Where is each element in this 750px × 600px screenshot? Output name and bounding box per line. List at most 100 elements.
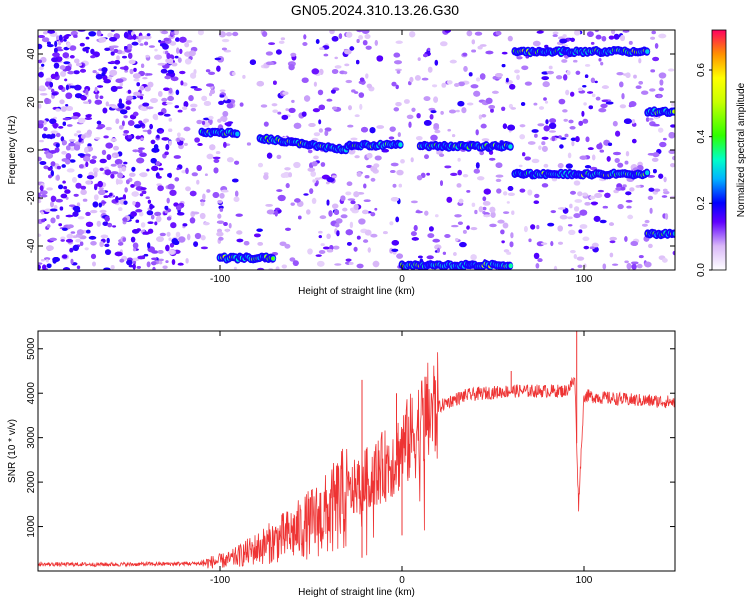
heatmap-speckle xyxy=(77,173,83,179)
heatmap-speckle xyxy=(60,239,65,242)
heatmap-speckle xyxy=(663,176,667,183)
heatmap-speckle xyxy=(107,222,113,228)
heatmap-speckle xyxy=(69,147,76,151)
heatmap-speckle xyxy=(331,36,339,42)
heatmap-speckle xyxy=(128,264,134,268)
snr-y-tick-label: 3000 xyxy=(26,426,37,449)
heatmap-speckle xyxy=(383,231,388,235)
heatmap-speckle xyxy=(66,42,71,49)
heatmap-speckle xyxy=(190,72,197,79)
heatmap-speckle xyxy=(391,81,397,87)
heatmap-speckle xyxy=(631,263,637,270)
heatmap-speckle xyxy=(573,59,578,63)
heatmap-speckle xyxy=(569,126,576,130)
heatmap-speckle xyxy=(595,96,601,101)
heatmap-speckle xyxy=(617,204,624,210)
heatmap-speckle xyxy=(490,108,494,113)
heatmap-speckle xyxy=(38,192,41,198)
heatmap-speckle xyxy=(567,152,572,159)
heatmap-speckle xyxy=(475,129,479,136)
heatmap-speckle xyxy=(533,102,538,106)
heatmap-speckle xyxy=(243,241,250,246)
heatmap-speckle xyxy=(80,189,87,195)
heatmap-speckle xyxy=(116,55,120,61)
heatmap-speckle xyxy=(223,141,227,148)
heatmap-speckle xyxy=(85,211,91,216)
heatmap-speckle xyxy=(62,117,71,121)
heatmap-speckle xyxy=(308,123,316,127)
heatmap-speckle xyxy=(427,233,435,239)
heatmap-speckle xyxy=(307,248,313,255)
heatmap-speckle xyxy=(115,178,119,185)
heatmap-speckle xyxy=(185,186,191,192)
heatmap-speckle xyxy=(534,193,540,198)
heatmap-speckle xyxy=(361,126,368,133)
heatmap-speckle xyxy=(424,210,429,216)
heatmap-speckle xyxy=(593,215,601,222)
heatmap-noise xyxy=(38,30,675,270)
heatmap-speckle xyxy=(362,209,369,215)
heatmap-speckle xyxy=(393,52,401,58)
heatmap-speckle xyxy=(72,112,80,116)
heatmap-speckle xyxy=(189,190,197,197)
heatmap-speckle xyxy=(625,199,633,203)
heatmap-speckle xyxy=(203,117,210,121)
heatmap-speckle xyxy=(56,46,62,50)
heatmap-speckle xyxy=(233,266,237,270)
heatmap-speckle xyxy=(574,199,583,203)
heatmap-speckle xyxy=(66,145,71,151)
heatmap-speckle xyxy=(623,118,632,124)
heatmap-speckle xyxy=(50,130,58,134)
heatmap-trace-1 xyxy=(256,133,350,155)
heatmap-speckle xyxy=(69,55,75,59)
heatmap-speckle xyxy=(588,105,593,110)
heatmap-speckle xyxy=(411,107,416,112)
heatmap-speckle xyxy=(157,62,166,66)
heatmap-speckle xyxy=(288,107,296,113)
heatmap-speckle xyxy=(160,68,168,74)
heatmap-speckle xyxy=(288,64,295,71)
heatmap-speckle xyxy=(113,66,117,70)
heatmap-speckle xyxy=(631,119,636,124)
heatmap-speckle xyxy=(110,171,119,175)
heatmap-speckle xyxy=(358,80,366,85)
heatmap-speckle xyxy=(599,149,604,153)
heatmap-speckle xyxy=(433,123,440,129)
heatmap-speckle xyxy=(356,172,362,177)
heatmap-speckle xyxy=(313,132,321,137)
heatmap-speckle xyxy=(311,68,320,75)
heatmap-x-axis-label: Height of straight line (km) xyxy=(298,286,415,297)
heatmap-speckle xyxy=(177,132,181,138)
heatmap-speckle xyxy=(573,254,577,259)
heatmap-speckle xyxy=(185,167,189,174)
heatmap-speckle xyxy=(668,149,675,154)
heatmap-y-axis-label: Frequency (Hz) xyxy=(7,116,18,185)
heatmap-speckle xyxy=(93,194,99,201)
heatmap-speckle xyxy=(294,198,301,203)
heatmap-speckle xyxy=(117,242,124,246)
heatmap-speckle xyxy=(72,211,79,217)
heatmap-speckle xyxy=(61,254,68,259)
heatmap-speckle xyxy=(533,200,540,204)
heatmap-speckle xyxy=(38,71,44,78)
heatmap-speckle xyxy=(326,233,331,239)
heatmap-speckle xyxy=(364,175,370,179)
heatmap-speckle xyxy=(58,184,64,190)
heatmap-speckle xyxy=(653,188,661,192)
heatmap-speckle xyxy=(392,183,397,188)
heatmap-speckle xyxy=(356,235,361,240)
heatmap-speckle xyxy=(217,118,222,123)
heatmap-speckle xyxy=(505,77,509,83)
heatmap-speckle xyxy=(151,257,158,261)
heatmap-speckle xyxy=(218,205,224,210)
heatmap-speckle xyxy=(104,215,110,222)
heatmap-speckle xyxy=(127,89,131,94)
heatmap-speckle xyxy=(78,139,82,143)
heatmap-y-tick-label: 40 xyxy=(26,48,37,60)
heatmap-speckle xyxy=(62,52,69,59)
heatmap-speckle xyxy=(373,163,380,168)
heatmap-speckle xyxy=(126,43,133,50)
heatmap-speckle xyxy=(462,174,469,178)
heatmap-speckle xyxy=(457,157,461,162)
